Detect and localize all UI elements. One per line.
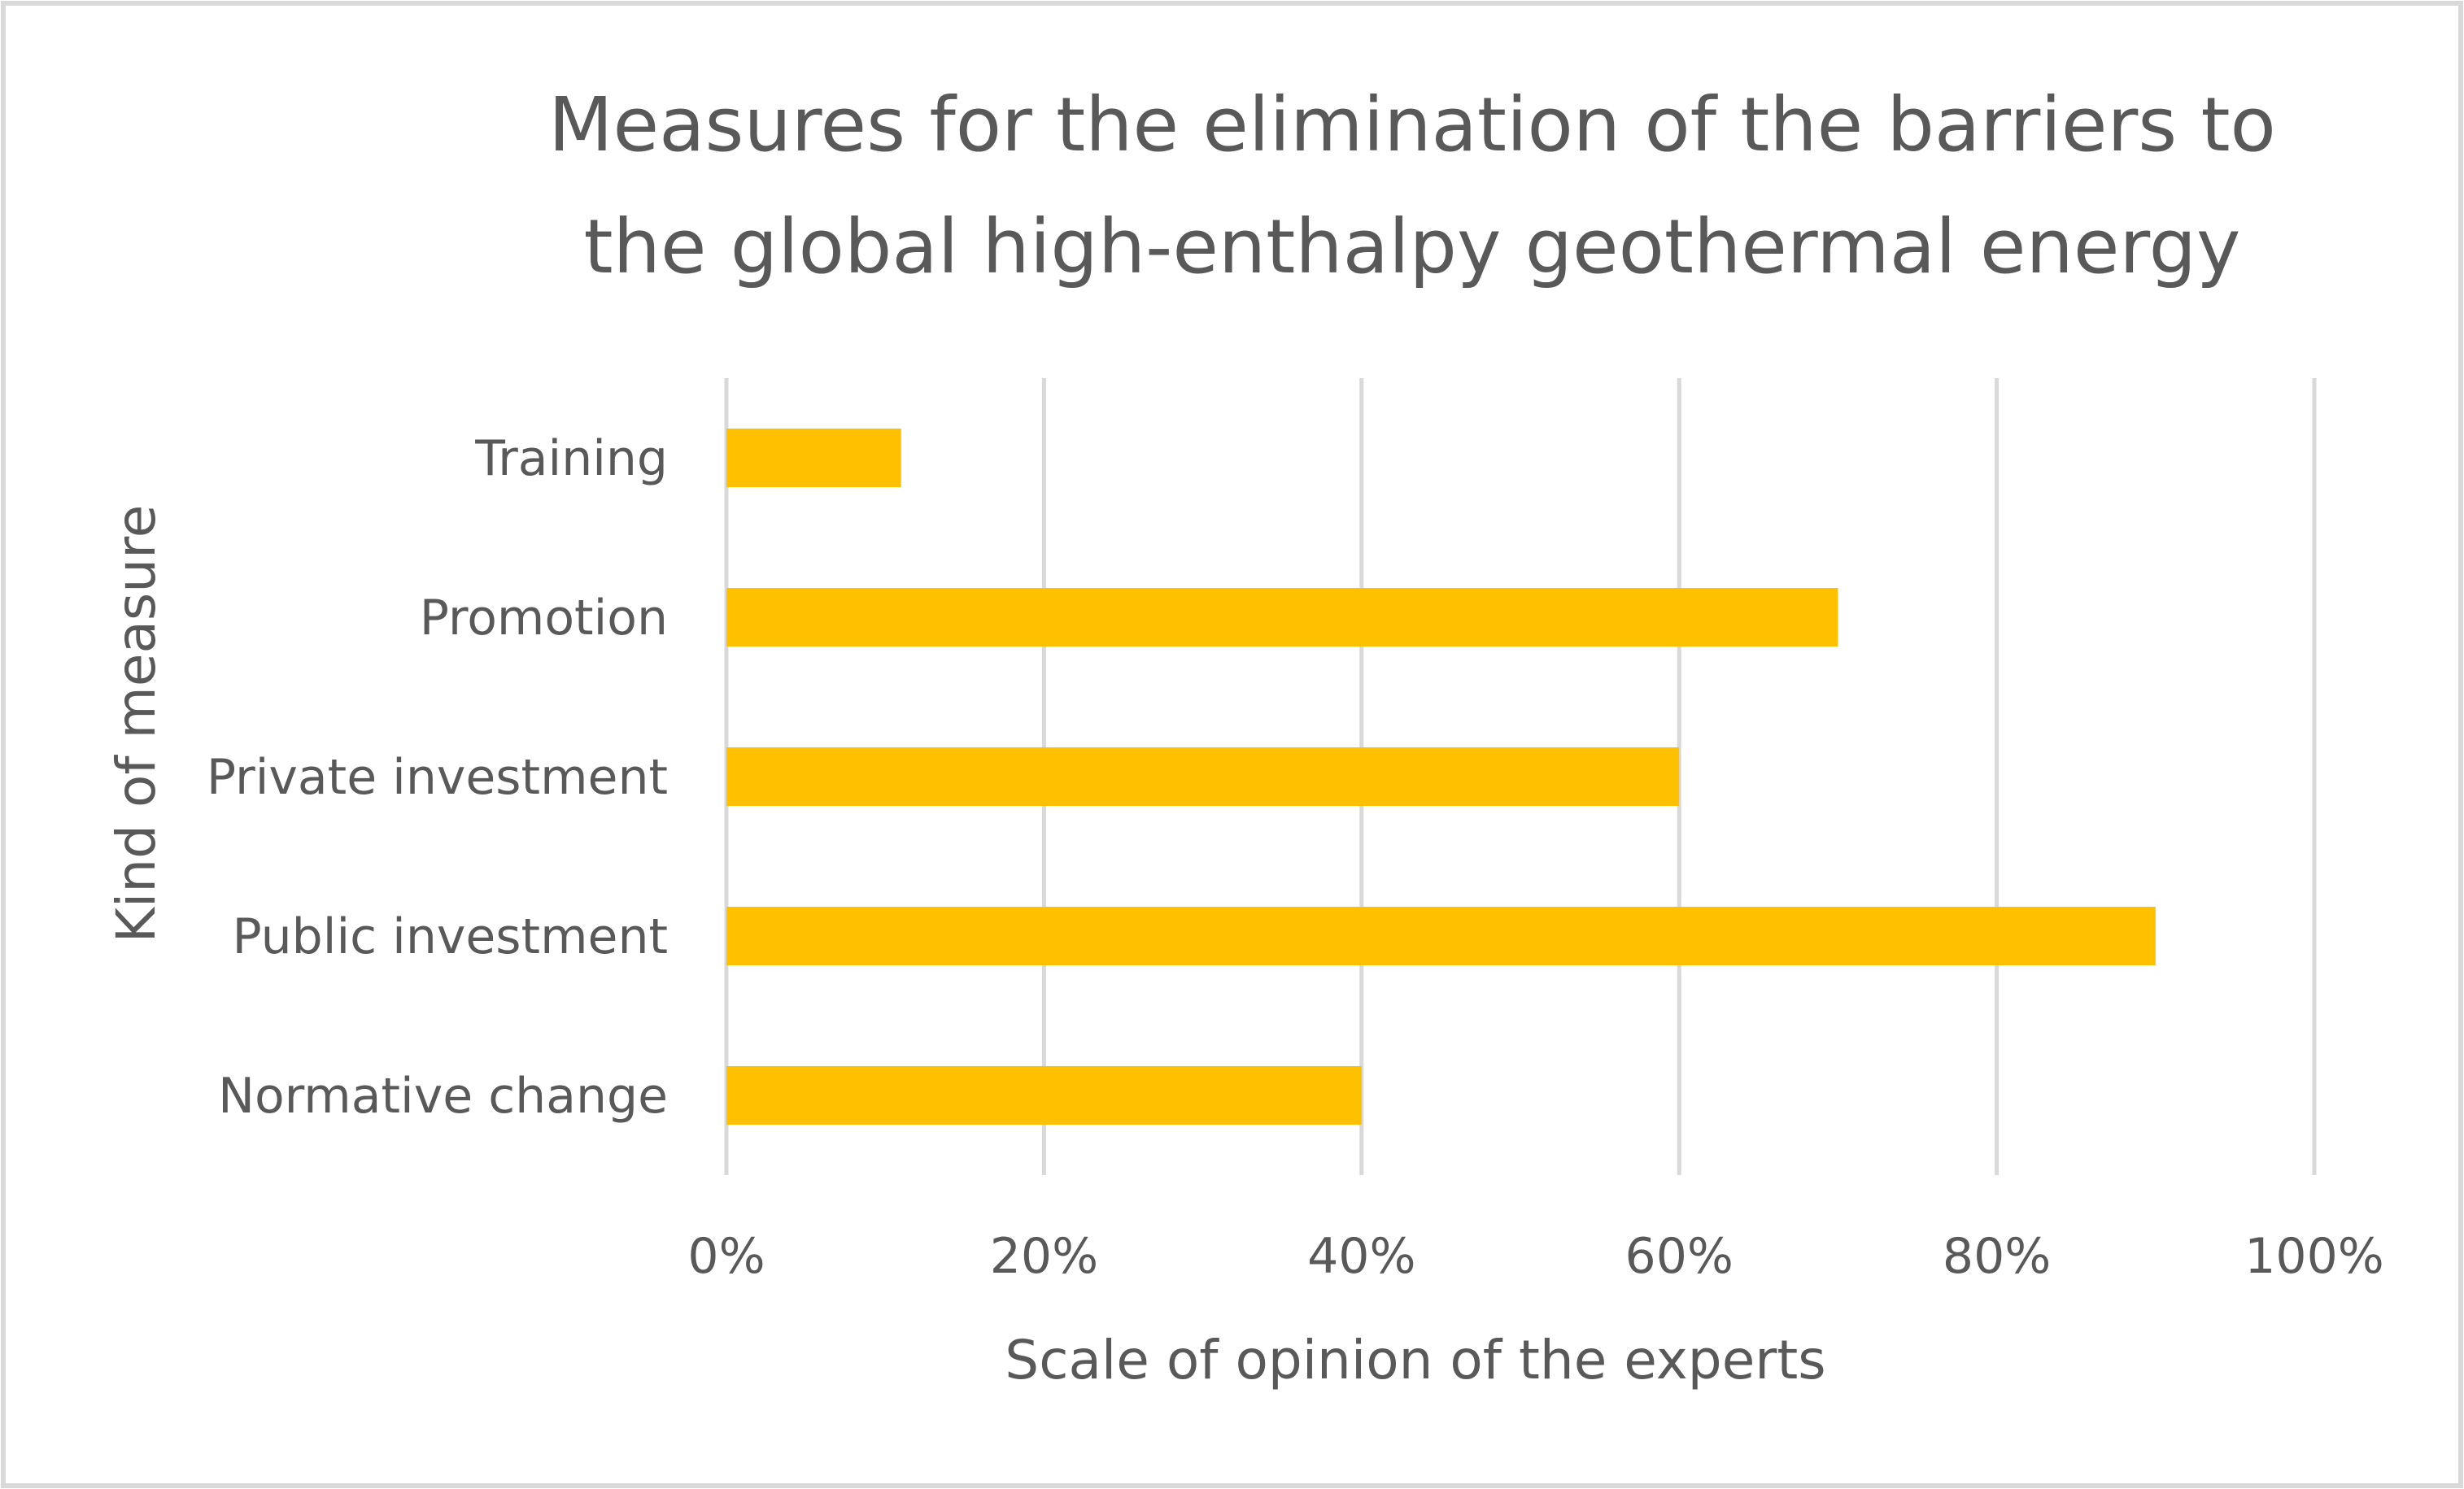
x-tick-label-3: 60%: [1625, 1228, 1734, 1285]
x-tick-label-1: 20%: [990, 1228, 1098, 1285]
bar-3: [726, 907, 2156, 965]
x-tick-label-0: 0%: [687, 1228, 765, 1285]
category-labels: Training Promotion Private investment Publi…: [207, 430, 668, 1125]
category-label-1: Promotion: [420, 590, 668, 647]
bar-1: [726, 588, 1838, 647]
x-tick-labels: 0% 20% 40% 60% 80% 100%: [687, 1228, 2383, 1285]
x-tick-label-4: 80%: [1943, 1228, 2051, 1285]
bar-4: [726, 1066, 1362, 1125]
category-label-2: Private investment: [207, 749, 668, 806]
x-tick-label-2: 40%: [1307, 1228, 1415, 1285]
chart-title-line-2: the global high-enthalpy geothermal ener…: [584, 203, 2241, 290]
category-label-4: Normative change: [218, 1068, 668, 1125]
category-label-3: Public investment: [233, 908, 668, 965]
gridlines: [724, 378, 2317, 1175]
y-axis-title: Kind of measure: [105, 505, 168, 943]
bar-2: [726, 747, 1680, 806]
chart-title-line-1: Measures for the elimination of the barr…: [548, 81, 2276, 168]
x-axis-title: Scale of opinion of the experts: [1005, 1329, 1825, 1391]
x-tick-label-5: 100%: [2244, 1228, 2384, 1285]
bars: [726, 429, 2156, 1125]
bar-0: [726, 429, 901, 487]
category-label-0: Training: [474, 430, 668, 487]
